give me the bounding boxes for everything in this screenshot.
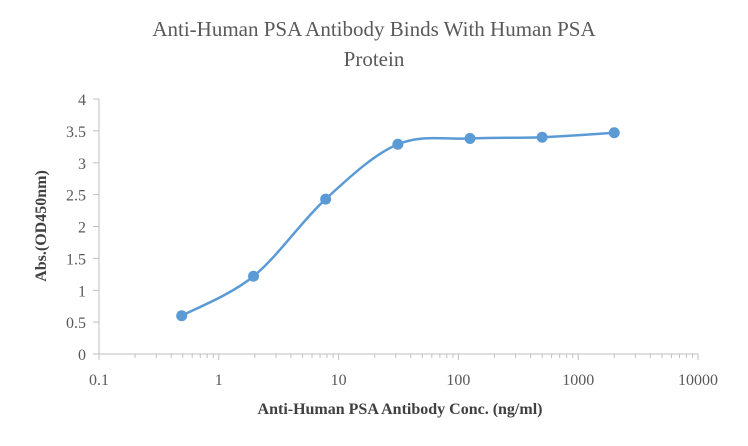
y-tick-label: 3.5 xyxy=(66,124,86,141)
chart-title-line-2: Protein xyxy=(344,47,405,71)
data-point xyxy=(536,131,548,143)
x-axis-title: Anti-Human PSA Antibody Conc. (ng/ml) xyxy=(258,401,543,418)
data-point xyxy=(176,310,188,322)
y-tick-label: 2.5 xyxy=(66,188,86,205)
data-point xyxy=(608,127,620,139)
y-tick-label: 4 xyxy=(78,92,86,109)
x-tick-label: 10000 xyxy=(678,372,718,389)
x-tick-label: 0.1 xyxy=(89,372,109,389)
x-tick-label: 1000 xyxy=(562,372,594,389)
y-tick-label: 0.5 xyxy=(66,315,86,332)
x-tick-label: 10 xyxy=(331,372,347,389)
y-axis-ticks: 0 0.5 1 1.5 2 2.5 3 3.5 4 xyxy=(66,92,99,364)
y-tick-label: 3 xyxy=(78,156,86,173)
x-tick-label: 100 xyxy=(446,372,470,389)
y-tick-label: 0 xyxy=(78,347,86,364)
y-tick-label: 2 xyxy=(78,220,86,237)
data-point xyxy=(320,193,332,205)
data-point xyxy=(464,133,476,145)
x-axis-ticks: 0.1 1 10 100 1000 10000 xyxy=(89,354,718,389)
y-tick-label: 1.5 xyxy=(66,251,86,268)
data-point xyxy=(248,270,260,282)
data-point xyxy=(392,138,404,150)
data-series xyxy=(176,127,620,322)
y-tick-label: 1 xyxy=(78,283,86,300)
y-axis-title: Abs.(OD450nm) xyxy=(33,170,50,282)
x-tick-label: 1 xyxy=(215,372,223,389)
chart-title-line-1: Anti-Human PSA Antibody Binds With Human… xyxy=(152,17,596,41)
series-line xyxy=(181,131,615,317)
